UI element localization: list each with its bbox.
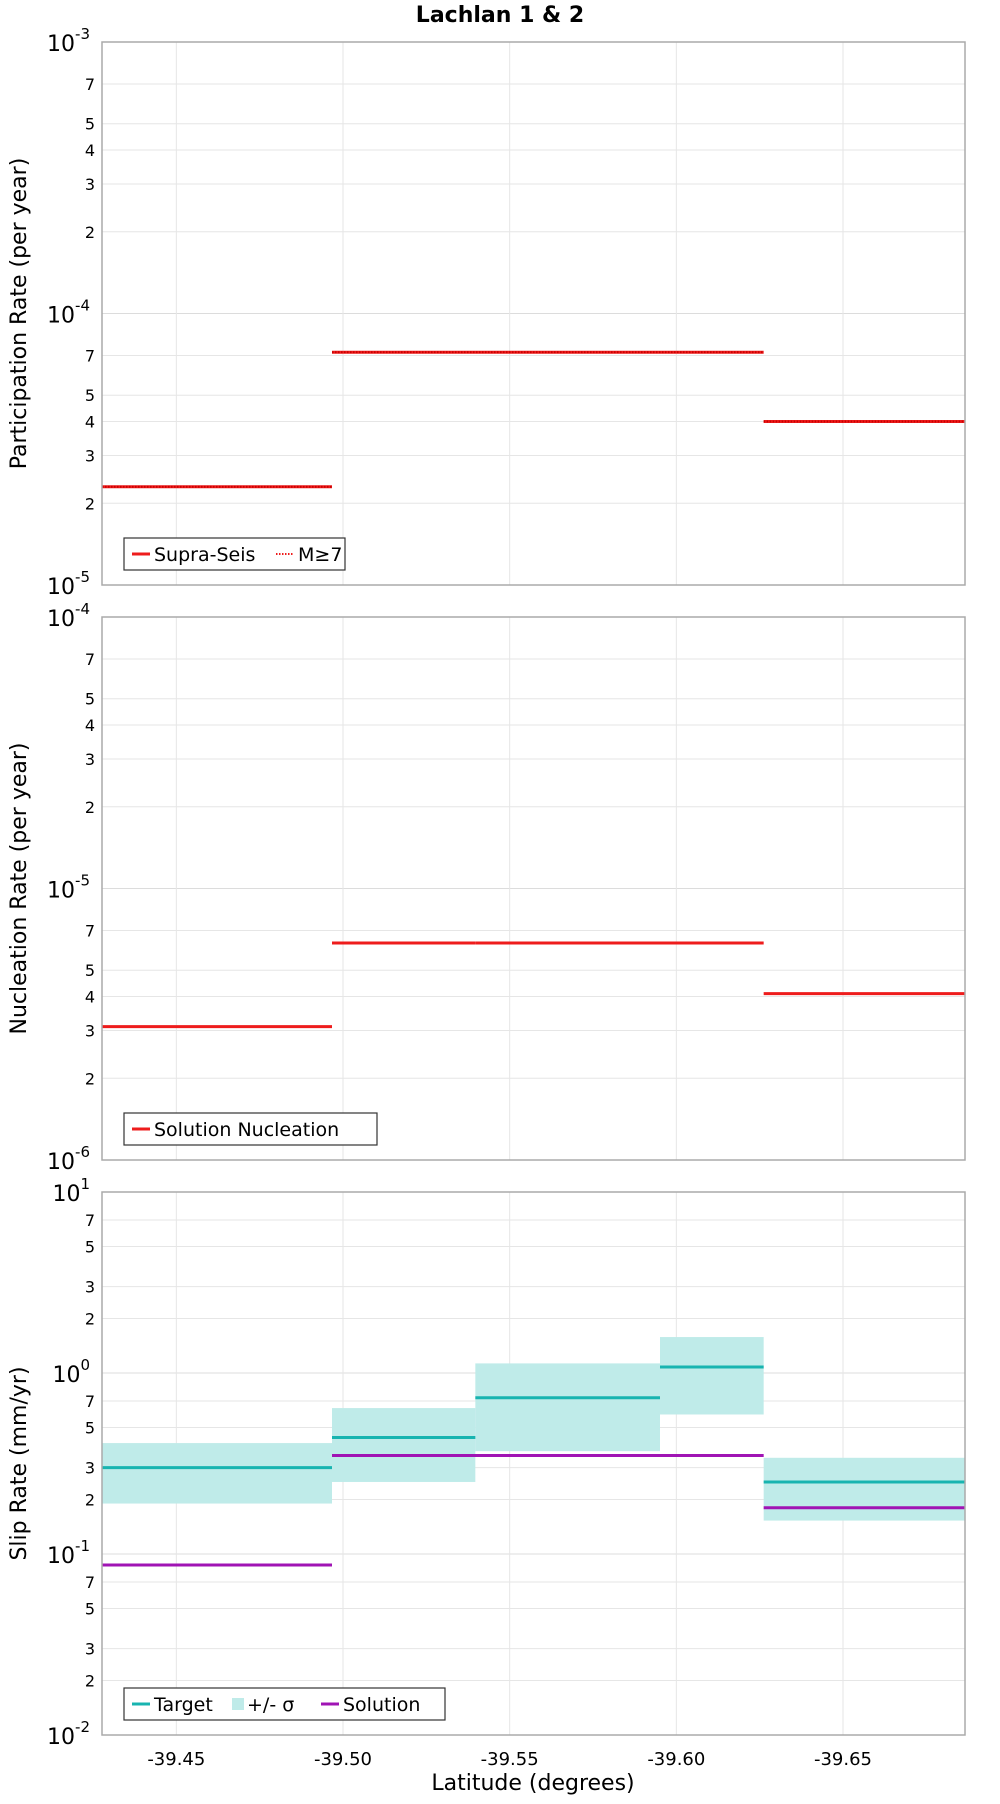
- legend: Target +/- σ Solution: [123, 1687, 446, 1721]
- y-tick-label-minor: 7: [85, 1573, 95, 1592]
- y-tick-label-minor: 2: [85, 1310, 95, 1329]
- y-tick-label-minor: 2: [85, 1672, 95, 1691]
- y-tick-label-minor: 2: [85, 1069, 95, 1088]
- x-tick-label: -39.55: [481, 1749, 539, 1770]
- y-tick-label-major: 10-4: [47, 297, 90, 329]
- y-tick-label-minor: 3: [85, 750, 95, 769]
- x-tick-label: -39.45: [147, 1749, 205, 1770]
- y-tick-label-minor: 3: [85, 175, 95, 194]
- x-tick-label: -39.50: [314, 1749, 372, 1770]
- y-tick-label-major: 10-6: [47, 1143, 90, 1175]
- sigma-band: [660, 1337, 764, 1415]
- y-tick-label-minor: 2: [85, 494, 95, 513]
- y-axis-label: Slip Rate (mm/yr): [7, 1366, 32, 1560]
- y-tick-label-minor: 7: [85, 1392, 95, 1411]
- y-tick-label-minor: 5: [85, 961, 95, 980]
- y-tick-label-minor: 5: [85, 690, 95, 709]
- x-tick-label: -39.60: [647, 1749, 705, 1770]
- y-tick-label-minor: 3: [85, 446, 95, 465]
- y-tick-label-minor: 4: [85, 988, 95, 1007]
- panel-participation: 2 3 4 5 7 2 3 4 5 7 10-5 10-4 10-3 Participation Rate…: [7, 25, 966, 600]
- legend-swatch: [232, 1698, 244, 1710]
- y-tick-label-minor: 3: [85, 1021, 95, 1040]
- y-tick-label-minor: 4: [85, 716, 95, 735]
- legend-box: [123, 537, 346, 571]
- y-tick-label-minor: 7: [85, 1211, 95, 1230]
- legend-label: Target: [153, 1694, 213, 1716]
- sigma-band: [763, 1457, 965, 1521]
- chart-title: Lachlan 1 & 2: [416, 3, 584, 28]
- x-tick-label: -39.65: [814, 1749, 872, 1770]
- sigma-band: [475, 1363, 660, 1452]
- legend-box: [123, 1687, 446, 1721]
- y-tick-label-minor: 7: [85, 650, 95, 669]
- y-tick-label-minor: 7: [85, 75, 95, 94]
- y-tick-label-minor: 5: [85, 1599, 95, 1618]
- y-tick-label-minor: 3: [85, 1459, 95, 1478]
- panel-nucleation: 2 3 4 5 7 2 3 4 5 7 10-6 10-5 10-4 Nucleation Rate (p…: [7, 600, 966, 1175]
- y-tick-label-major: 10-4: [47, 600, 90, 632]
- y-tick-label-major: 10-5: [47, 872, 90, 904]
- y-tick-label-minor: 7: [85, 347, 95, 366]
- legend-label: Solution: [343, 1694, 420, 1716]
- y-tick-label-major: 10-1: [47, 1537, 90, 1569]
- y-tick-label-minor: 3: [85, 1278, 95, 1297]
- panel-slip: 2 3 5 7 2 3 5 7 2 3 5 7 10-2 10-1 100 101 Slip Rate (mm/…: [7, 1175, 966, 1770]
- y-tick-label-minor: 5: [85, 386, 95, 405]
- y-axis-label: Participation Rate (per year): [7, 158, 32, 470]
- legend: Solution Nucleation: [123, 1112, 378, 1146]
- y-tick-label-minor: 5: [85, 115, 95, 134]
- y-tick-label-minor: 2: [85, 1491, 95, 1510]
- legend-label: M≥7: [298, 544, 342, 566]
- y-tick-label-major: 10-3: [47, 25, 90, 57]
- legend-label: Solution Nucleation: [154, 1119, 339, 1141]
- legend: Supra-Seis M≥7: [123, 537, 346, 571]
- legend-label: +/- σ: [247, 1694, 294, 1716]
- plot-frame: [101, 616, 966, 1161]
- y-axis-label: Nucleation Rate (per year): [7, 743, 32, 1035]
- plot-frame: [101, 41, 966, 586]
- y-tick-label-minor: 4: [85, 413, 95, 432]
- x-axis-label: Latitude (degrees): [431, 1771, 634, 1796]
- y-tick-label-minor: 5: [85, 1237, 95, 1256]
- sigma-band: [102, 1443, 332, 1504]
- y-tick-label-minor: 4: [85, 141, 95, 160]
- y-tick-label-major: 101: [52, 1175, 90, 1207]
- legend-label: Supra-Seis: [154, 544, 255, 566]
- plot-frame: [101, 1191, 966, 1736]
- y-tick-label-minor: 5: [85, 1418, 95, 1437]
- sigma-band: [332, 1408, 476, 1482]
- y-tick-label-major: 100: [52, 1356, 90, 1388]
- y-tick-label-minor: 2: [85, 223, 95, 242]
- y-tick-label-minor: 2: [85, 798, 95, 817]
- y-tick-label-minor: 3: [85, 1640, 95, 1659]
- y-tick-label-minor: 7: [85, 922, 95, 941]
- y-tick-label-major: 10-2: [47, 1718, 90, 1750]
- y-tick-label-major: 10-5: [47, 568, 90, 600]
- legend-box: [123, 1112, 378, 1146]
